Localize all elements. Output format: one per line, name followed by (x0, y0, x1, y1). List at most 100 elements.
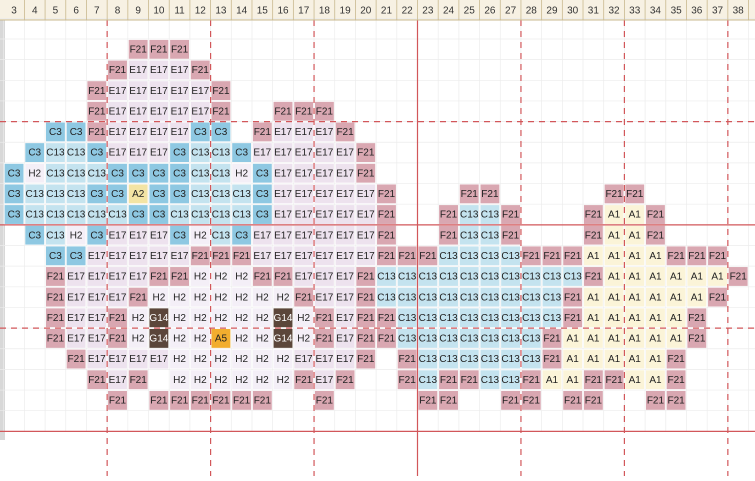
bead-cell (562, 245, 583, 266)
bead-code: F21 (440, 396, 458, 407)
bead-code: E17 (274, 230, 292, 241)
bead-code: G14 (274, 313, 293, 324)
bead-cell (624, 349, 645, 370)
bead-code: C3 (28, 230, 41, 241)
bead-cell (314, 369, 335, 390)
bead-cell (148, 142, 169, 163)
bead-code: A1 (670, 292, 683, 303)
bead-cell (335, 266, 356, 287)
bead-code: F21 (357, 168, 375, 179)
bead-code: F21 (440, 230, 458, 241)
bead-code: A1 (691, 292, 704, 303)
bead-code: G14 (149, 334, 168, 345)
bead-cell (459, 349, 480, 370)
bead-cell (355, 245, 376, 266)
bead-code: H2 (277, 292, 290, 303)
bead-code: A1 (691, 272, 704, 283)
bead-code: E17 (336, 230, 354, 241)
bead-code: C13 (212, 148, 231, 159)
bead-cell (128, 328, 149, 349)
bead-cell (252, 121, 273, 142)
bead-code: F21 (67, 354, 85, 365)
bead-code: H2 (28, 168, 41, 179)
bead-code: F21 (605, 189, 623, 200)
bead-code: C13 (67, 168, 86, 179)
bead-cell (272, 328, 294, 349)
bead-code: H2 (235, 354, 248, 365)
bead-code: H2 (194, 230, 207, 241)
bead-code: C13 (481, 375, 500, 386)
bead-cell (107, 369, 128, 390)
bead-code: F21 (523, 396, 541, 407)
bead-code: C3 (70, 251, 83, 262)
bead-cell (86, 349, 107, 370)
bead-code: F21 (688, 251, 706, 262)
bead-cell (252, 307, 273, 328)
column-number: 36 (691, 6, 703, 17)
bead-code: G14 (149, 313, 168, 324)
bead-cell (210, 390, 231, 411)
bead-code: F21 (254, 272, 272, 283)
bead-cell (66, 121, 87, 142)
bead-code: F21 (88, 375, 106, 386)
bead-code: E17 (109, 148, 127, 159)
bead-code: E17 (295, 168, 313, 179)
bead-code: F21 (419, 396, 437, 407)
bead-code: E17 (357, 210, 375, 221)
bead-code: H2 (70, 230, 83, 241)
bead-cell (583, 287, 604, 308)
bead-code: C13 (26, 189, 45, 200)
bead-code: F21 (274, 272, 292, 283)
bead-code: C13 (501, 334, 520, 345)
bead-code: H2 (173, 354, 186, 365)
bead-cell (231, 163, 252, 184)
bead-cell (169, 369, 190, 390)
bead-code: F21 (109, 313, 127, 324)
bead-code: A2 (132, 189, 145, 200)
bead-cell (666, 287, 687, 308)
bead-code: F21 (668, 354, 686, 365)
column-number: 18 (319, 6, 331, 17)
bead-code: C3 (152, 210, 165, 221)
bead-cell (335, 287, 356, 308)
bead-cell (66, 328, 87, 349)
bead-cell (66, 163, 87, 184)
bead-code: E17 (129, 127, 147, 138)
bead-code: E17 (171, 65, 189, 76)
bead-cell (562, 287, 583, 308)
bead-code: E17 (109, 106, 127, 117)
bead-cell (24, 163, 45, 184)
bead-code: E17 (274, 210, 292, 221)
bead-cell (210, 349, 231, 370)
bead-code: F21 (647, 210, 665, 221)
column-number: 23 (422, 6, 434, 17)
bead-code: H2 (256, 313, 269, 324)
bead-code: F21 (709, 292, 727, 303)
bead-code: C13 (522, 292, 541, 303)
bead-code: C3 (49, 251, 62, 262)
bead-cell (438, 349, 459, 370)
bead-code: H2 (132, 334, 145, 345)
bead-code: F21 (585, 272, 603, 283)
bead-code: F21 (233, 251, 251, 262)
bead-code: C3 (90, 230, 103, 241)
bead-cell (252, 245, 273, 266)
bead-code: E17 (315, 168, 333, 179)
column-number: 13 (215, 6, 227, 17)
bead-cell (169, 39, 190, 60)
bead-code: H2 (173, 292, 186, 303)
bead-code: F21 (378, 189, 396, 200)
bead-code: E17 (129, 251, 147, 262)
bead-code: A1 (649, 313, 662, 324)
bead-code: H2 (194, 292, 207, 303)
bead-cell (500, 369, 521, 390)
bead-code: F21 (688, 313, 706, 324)
bead-cell (459, 328, 480, 349)
bead-cell (604, 328, 625, 349)
bead-code: E17 (129, 106, 147, 117)
bead-cell (86, 183, 107, 204)
bead-code: C3 (111, 168, 124, 179)
bead-code: E17 (67, 313, 85, 324)
bead-code: C13 (46, 148, 65, 159)
bead-cell (128, 59, 149, 81)
